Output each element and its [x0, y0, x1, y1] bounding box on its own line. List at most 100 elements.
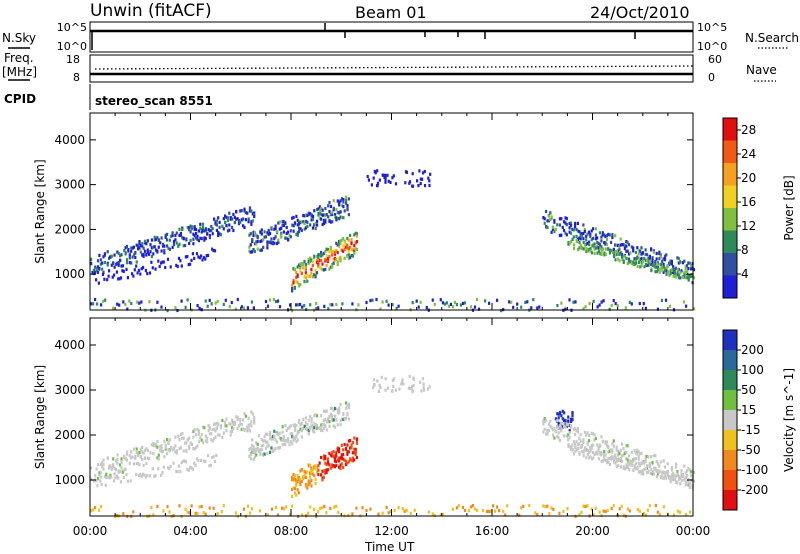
echo-cell — [584, 504, 587, 508]
echo-cell — [677, 273, 681, 277]
echo-cell — [292, 477, 295, 481]
echo-cell — [167, 441, 170, 445]
echo-cell — [260, 448, 263, 452]
echo-cell — [149, 243, 152, 247]
echo-cell — [353, 436, 356, 440]
echo-cell — [180, 515, 183, 519]
echo-cell — [335, 257, 338, 262]
colorbar-swatch — [723, 390, 737, 411]
echo-cell — [328, 424, 331, 428]
x-tick-label: 04:00 — [173, 524, 208, 538]
echo-cell — [409, 511, 412, 515]
echo-cell — [690, 474, 693, 478]
echo-cell — [658, 512, 661, 516]
echo-cell — [542, 419, 545, 423]
echo-cell — [577, 446, 580, 451]
echo-cell — [526, 300, 529, 304]
echo-cell — [253, 418, 256, 422]
echo-cell — [321, 429, 324, 433]
echo-cell — [605, 440, 608, 444]
echo-cell — [340, 204, 344, 208]
echo-cell — [249, 446, 252, 450]
echo-cell — [160, 305, 163, 309]
echo-cell — [229, 429, 232, 433]
echo-cell — [350, 254, 353, 258]
echo-cell — [549, 424, 552, 428]
echo-cell — [176, 264, 179, 269]
echo-cell — [579, 439, 582, 443]
echo-cell — [138, 450, 141, 455]
echo-cell — [335, 418, 338, 422]
echo-cell — [597, 448, 600, 452]
echo-cell — [572, 452, 576, 456]
echo-cell — [339, 403, 342, 407]
echo-cell — [571, 411, 574, 415]
x-tick-label: 08:00 — [274, 524, 309, 538]
echo-cell — [207, 253, 210, 257]
echo-cell — [166, 466, 170, 470]
echo-cell — [426, 387, 430, 391]
echo-cell — [199, 226, 202, 230]
echo-cell — [658, 270, 661, 274]
echo-cell — [160, 261, 163, 265]
echo-cell — [258, 509, 261, 513]
echo-cell — [242, 427, 245, 431]
echo-cell — [599, 450, 602, 454]
echo-cell — [195, 231, 198, 236]
echo-cell — [293, 436, 297, 441]
echo-cell — [259, 448, 262, 452]
echo-cell — [391, 389, 394, 393]
echo-cell — [328, 267, 331, 271]
echo-cell — [325, 420, 328, 424]
echo-cell — [590, 446, 593, 450]
echo-cell — [314, 481, 317, 486]
echo-cell — [248, 245, 251, 249]
echo-cell — [310, 218, 313, 222]
echo-cell — [422, 382, 425, 386]
colorbar-swatch — [723, 330, 737, 351]
echo-cell — [333, 454, 336, 458]
echo-cell — [340, 238, 343, 242]
echo-cell — [668, 262, 671, 266]
echo-cell — [592, 432, 595, 436]
echo-cell — [198, 306, 201, 310]
echo-cell — [130, 261, 133, 265]
echo-cell — [692, 268, 696, 272]
echo-cell — [322, 418, 326, 422]
echo-cell — [181, 431, 184, 436]
echo-cell — [204, 512, 207, 516]
echo-cell — [203, 426, 206, 430]
echo-cell — [250, 220, 253, 224]
echo-cell — [556, 425, 559, 429]
echo-cell — [310, 478, 313, 482]
echo-cell — [449, 302, 452, 306]
echo-cell — [90, 302, 93, 306]
echo-cell — [560, 427, 563, 431]
echo-cell — [171, 245, 174, 249]
echo-cell — [92, 302, 95, 306]
echo-cell — [193, 225, 196, 229]
echo-cell — [324, 409, 327, 413]
echo-cell — [291, 487, 294, 492]
echo-cell — [636, 256, 639, 261]
echo-cell — [259, 450, 262, 454]
echo-cell — [222, 227, 225, 231]
echo-cell — [207, 228, 210, 232]
echo-cell — [550, 215, 553, 219]
echo-cell — [328, 250, 331, 254]
echo-cell — [202, 510, 205, 515]
echo-cell — [122, 512, 125, 516]
echo-cell — [634, 451, 637, 455]
echo-cell — [96, 302, 99, 306]
echo-cell — [146, 515, 149, 519]
echo-cell — [271, 449, 274, 453]
echo-cell — [569, 231, 573, 235]
echo-cell — [281, 430, 284, 434]
echo-cell — [182, 459, 185, 463]
echo-cell — [324, 418, 327, 422]
nave-trace — [94, 65, 694, 70]
colorbar-frame — [722, 329, 738, 511]
echo-cell — [395, 306, 398, 310]
echo-cell — [567, 241, 570, 245]
